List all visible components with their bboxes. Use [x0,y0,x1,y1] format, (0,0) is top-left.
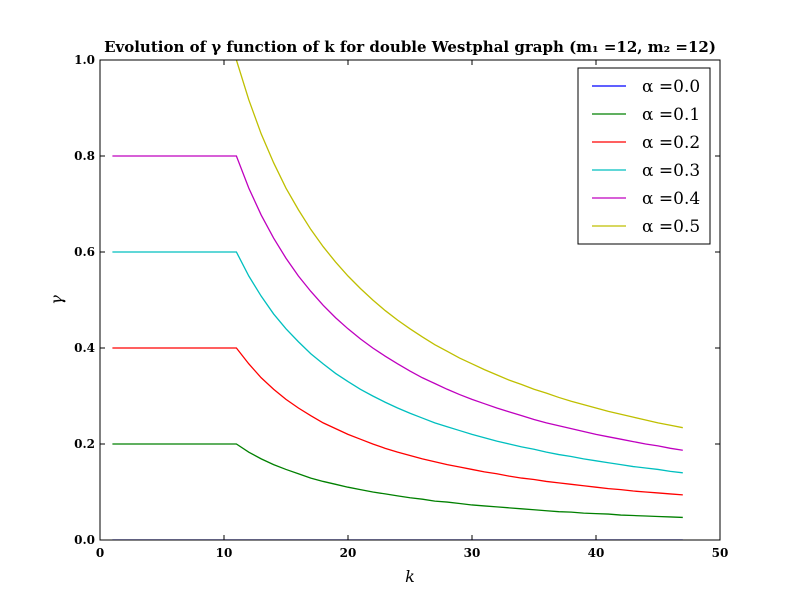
series-group [112,60,683,540]
y-tick-label: 0.0 [74,533,95,547]
y-tick-label: 0.4 [74,341,95,355]
chart-title: Evolution of γ function of k for double … [104,38,716,56]
x-tick-label: 20 [340,546,357,560]
series-line-1 [112,443,683,519]
y-tick-label: 0.6 [74,245,95,259]
y-tick-label: 1.0 [74,53,95,67]
legend-label-5: α =0.5 [642,217,700,237]
x-axis-label: k [405,567,415,586]
series-line-5 [235,60,683,429]
y-axis-label: γ [47,295,66,305]
series-line-3 [112,251,683,474]
legend-label-0: α =0.0 [642,77,700,97]
y-tick-label: 0.8 [74,149,95,163]
x-tick-label: 50 [712,546,729,560]
series-line-4 [112,155,683,451]
x-tick-label: 30 [464,546,481,560]
legend: α =0.0 α =0.1 α =0.2 α =0.3 α =0.4 α =0.5 [577,67,711,245]
y-tick-label: 0.2 [74,437,95,451]
legend-box [577,67,711,245]
x-tick-label: 0 [96,546,104,560]
x-tick-label: 10 [216,546,233,560]
series-line-2 [112,347,683,496]
legend-label-4: α =0.4 [642,189,700,209]
legend-label-2: α =0.2 [642,133,700,153]
plot-frame [99,59,721,541]
legend-label-1: α =0.1 [642,105,700,125]
tick-group: 0 10 20 30 40 50 0.0 0.2 0.4 0.6 0.8 1.0 [74,53,728,560]
legend-label-3: α =0.3 [642,161,700,181]
x-tick-label: 40 [588,546,605,560]
